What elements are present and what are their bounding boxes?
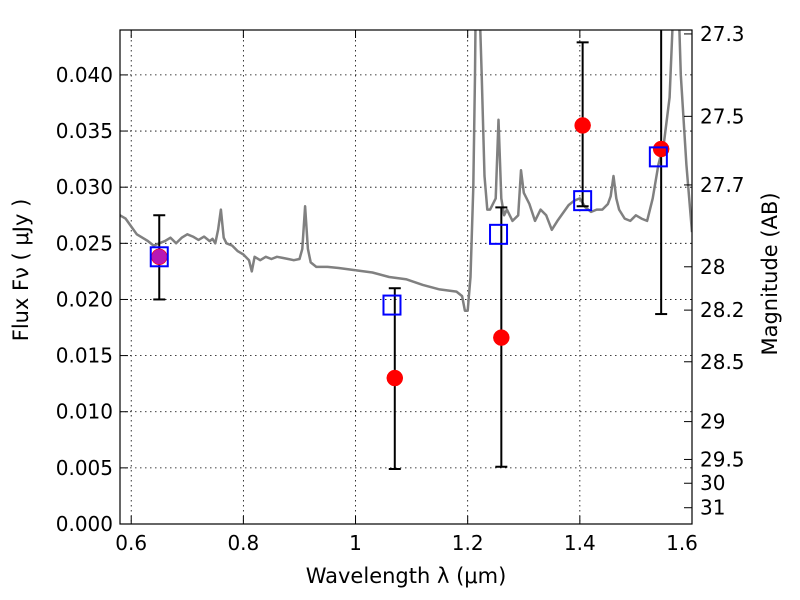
model-point	[573, 190, 593, 212]
y2-tick-label: 28.2	[700, 298, 745, 322]
x-tick-label: 1.2	[452, 531, 484, 555]
y-tick-label: 0.000	[56, 512, 113, 536]
y-axis-title: Flux Fν ( μJy )	[9, 199, 33, 342]
y2-tick-label: 28	[700, 255, 725, 279]
y2-tick-label: 27.3	[700, 22, 745, 46]
y2-tick-label: 28.5	[700, 350, 745, 374]
observed-point	[493, 329, 510, 346]
y-tick-label: 0.025	[56, 231, 113, 255]
model-point	[149, 246, 169, 268]
spectrum-curve-group	[120, 30, 692, 312]
y2-tick-label: 29	[700, 410, 725, 434]
overlap-marker	[151, 249, 167, 265]
observed-point	[652, 140, 670, 158]
data-marks	[149, 30, 670, 470]
plot-frame	[119, 29, 693, 525]
x-tick-label: 1	[349, 531, 362, 555]
y2-axis-title: Magnitude (AB)	[758, 192, 782, 355]
y-tick-label: 0.015	[56, 344, 113, 368]
y-tick-label: 0.005	[56, 456, 113, 480]
axis-ticks: 0.6 0.8 1 1.2 1.4 1.6 0.000 0.005 0.010 0.015 0.02…	[56, 22, 745, 555]
observed-point	[386, 369, 404, 387]
spectrum-line	[120, 30, 692, 312]
grid-lines	[120, 30, 692, 524]
x-tick-label: 1.4	[564, 531, 596, 555]
y2-tick-label: 30	[700, 471, 725, 495]
model-point	[648, 146, 668, 168]
y2-tick-label: 27.7	[700, 173, 745, 197]
y-tick-label: 0.035	[56, 119, 113, 143]
model-point	[489, 223, 509, 245]
y2-tick-label: 27.5	[700, 104, 745, 128]
y2-tick-label: 31	[700, 496, 725, 520]
x-tick-label: 0.6	[115, 531, 147, 555]
model-point	[382, 294, 402, 316]
y2-tick-label: 29.5	[700, 447, 745, 471]
x-tick-label: 1.6	[666, 531, 698, 555]
y-tick-label: 0.010	[56, 400, 113, 424]
y-tick-label: 0.030	[56, 175, 113, 199]
x-axis-title: Wavelength λ (μm)	[306, 564, 507, 588]
y-tick-label: 0.020	[56, 287, 113, 311]
y-tick-label: 0.040	[56, 63, 113, 87]
observed-point	[574, 117, 591, 134]
x-tick-label: 0.8	[227, 531, 259, 555]
